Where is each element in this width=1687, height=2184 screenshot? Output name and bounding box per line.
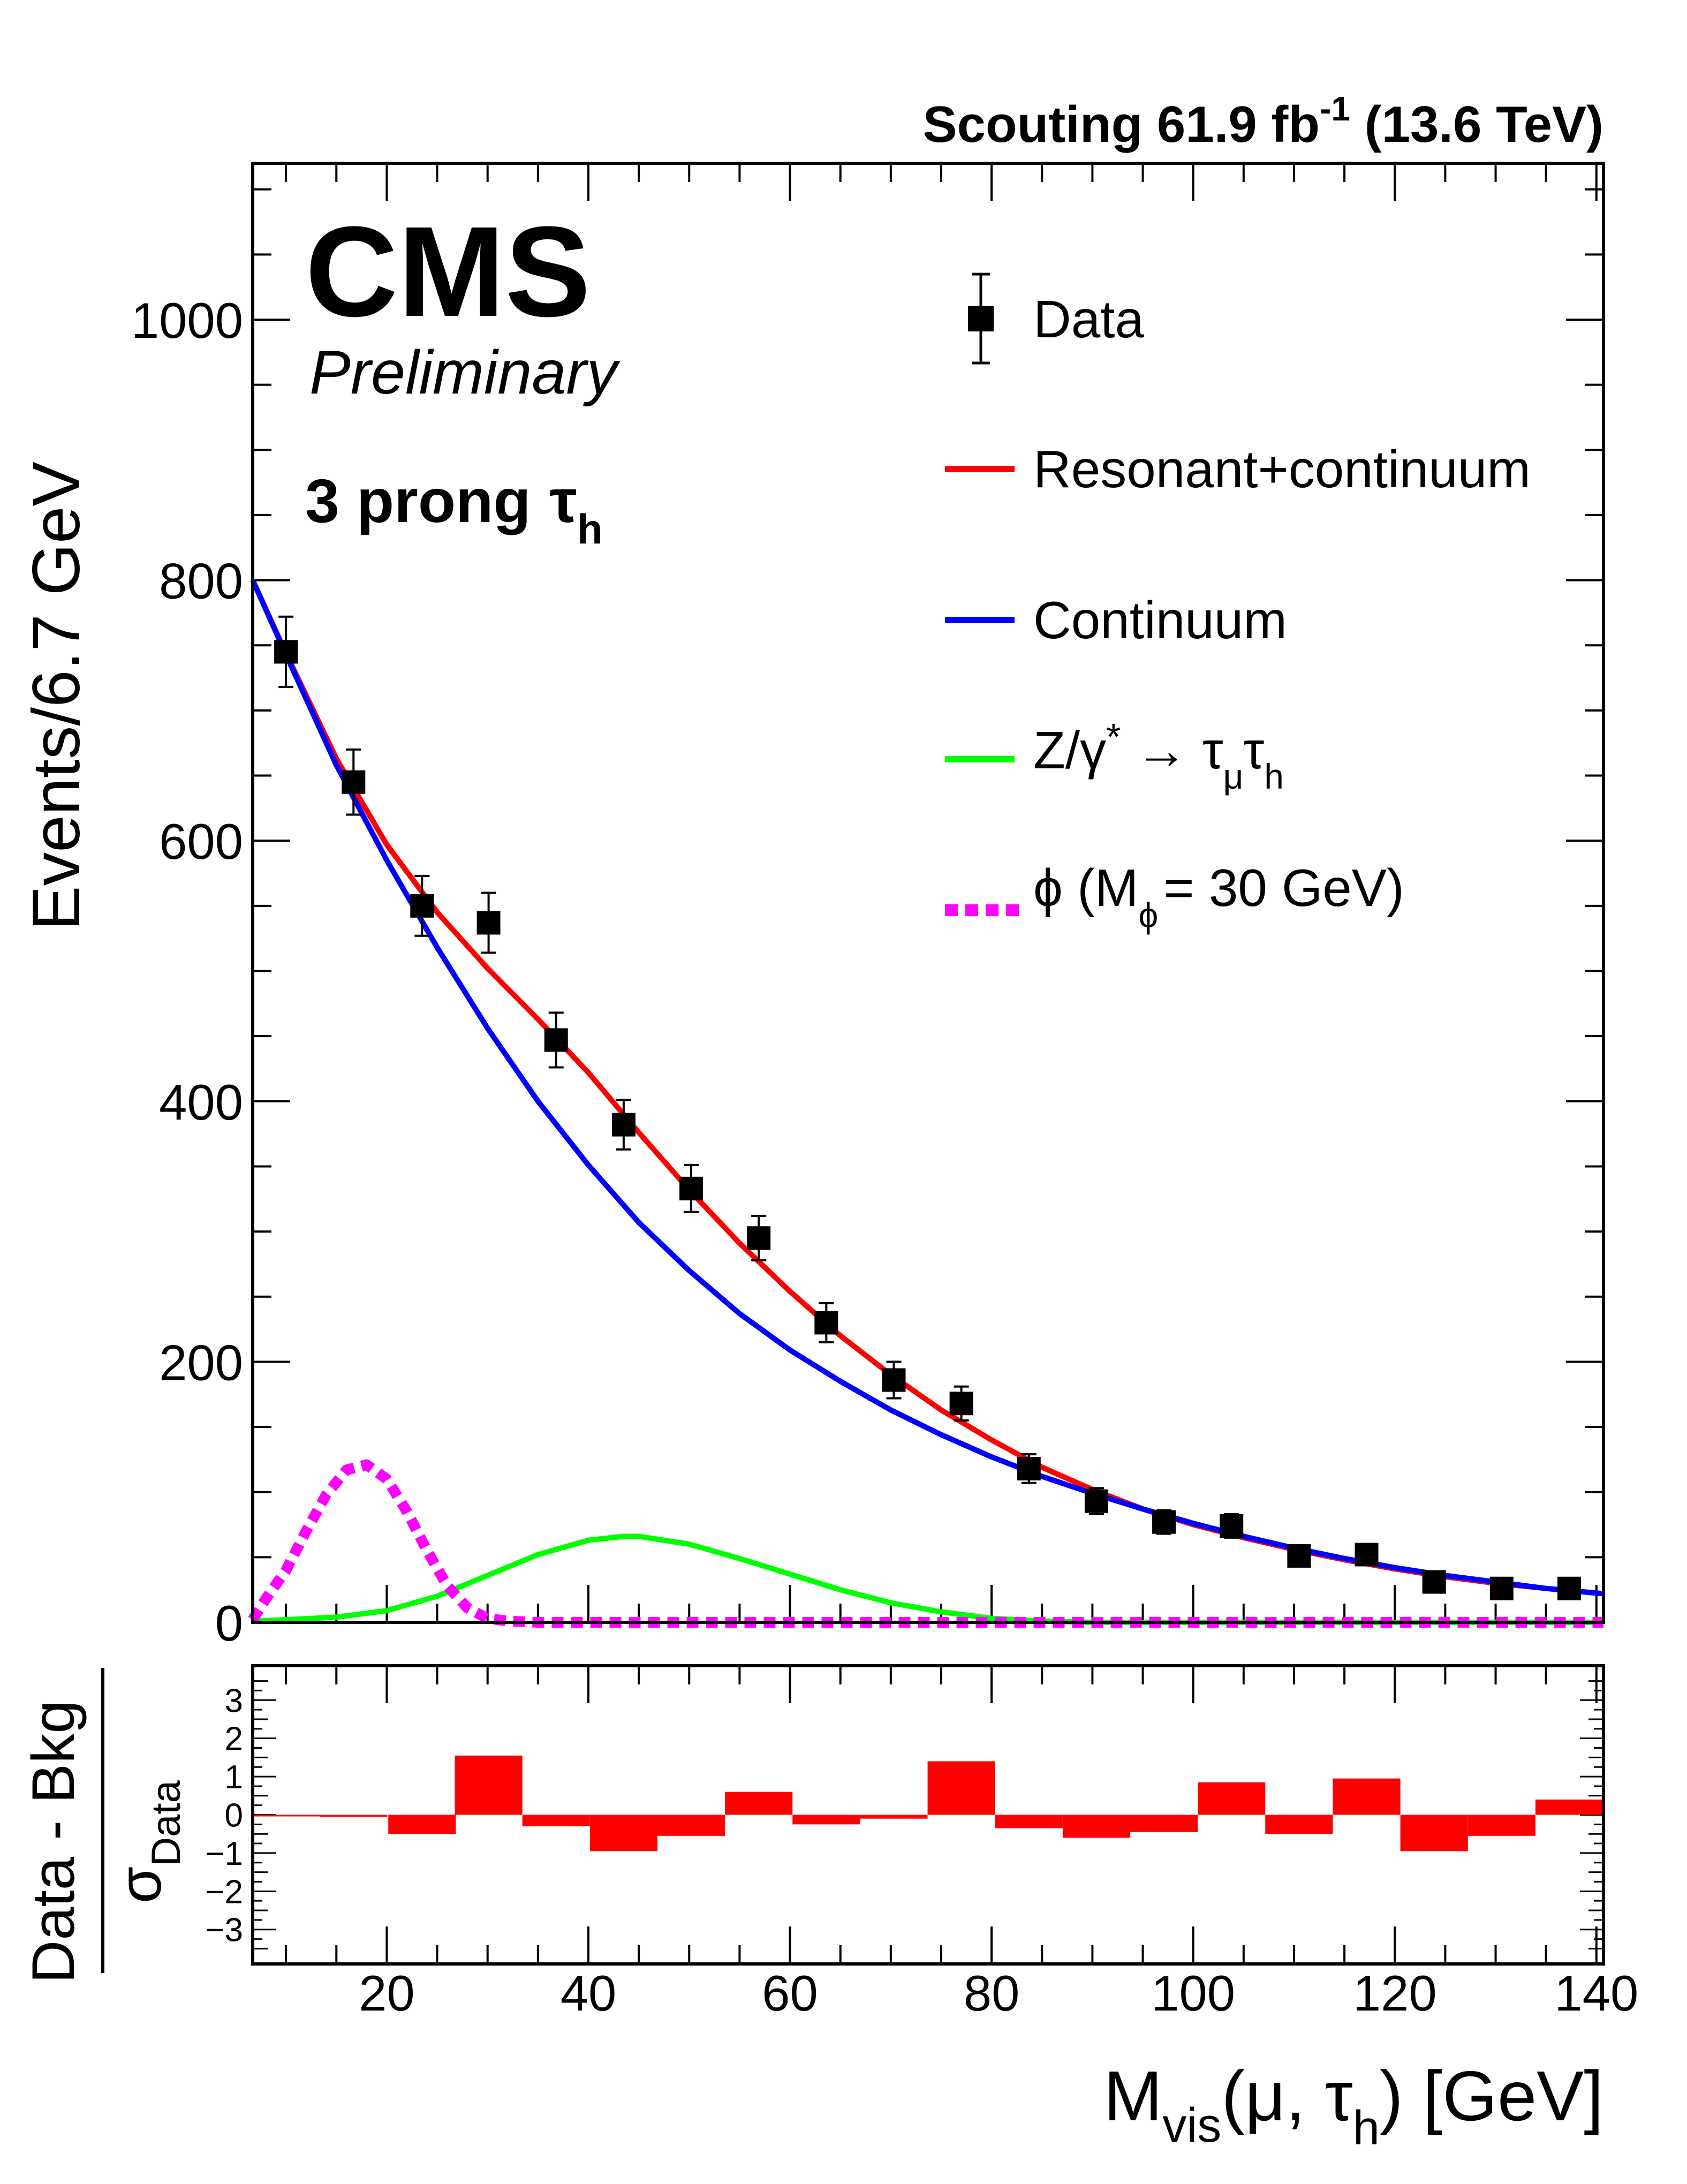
pull-bar — [320, 1815, 388, 1817]
pull-bar — [1535, 1799, 1603, 1815]
cms-logo-text: CMS — [305, 200, 591, 343]
ratio-y-tick-label: 1 — [225, 1759, 243, 1796]
legend-label-continuum: Continuum — [1033, 591, 1287, 649]
pull-bar — [792, 1815, 860, 1825]
data-point — [949, 1392, 973, 1416]
pull-bar — [388, 1815, 456, 1834]
data-point — [410, 894, 434, 918]
data-point — [747, 1226, 771, 1250]
ratio-y-axis-title: Data - Bkg σData — [20, 1668, 189, 1984]
y-tick-label: 200 — [159, 1334, 243, 1390]
data-points — [274, 615, 1581, 1600]
x-tick-label: 20 — [359, 1965, 415, 2021]
series-line — [250, 579, 1604, 1597]
y-tick-label: 600 — [159, 813, 243, 870]
x-axis-title: Mvis(μ, τh) [GeV] — [1103, 2057, 1603, 2155]
x-tick-label: 40 — [561, 1965, 617, 2021]
data-point — [1287, 1544, 1311, 1568]
legend-label-data: Data — [1033, 290, 1145, 349]
data-point — [1489, 1576, 1514, 1600]
ratio-y-title-denominator: σData — [107, 1780, 189, 1903]
data-point — [1017, 1456, 1041, 1480]
y-tick-label: 1000 — [131, 292, 243, 349]
pull-bar — [1265, 1815, 1333, 1834]
pull-bar — [522, 1815, 590, 1826]
data-point — [882, 1368, 906, 1392]
fit-curves — [248, 579, 1604, 1628]
legend-label-signal: ϕ (Mϕ = 30 GeV) — [1033, 858, 1404, 935]
data-point — [679, 1176, 703, 1200]
ratio-y-tick-label: −3 — [205, 1912, 243, 1949]
x-tick-label: 140 — [1554, 1965, 1638, 2021]
legend-entry-resonant: Resonant+continuum — [945, 440, 1531, 498]
data-point — [1422, 1570, 1446, 1594]
pull-bar — [1400, 1815, 1468, 1852]
pull-bar — [860, 1815, 928, 1819]
legend-entry-continuum: Continuum — [945, 591, 1287, 649]
x-tick-label: 80 — [964, 1965, 1020, 2021]
data-point — [342, 770, 366, 794]
main-plot-frame — [251, 162, 1605, 1624]
data-point — [544, 1028, 568, 1052]
legend-data-marker — [968, 306, 994, 331]
legend-entry-signal: ϕ (Mϕ = 30 GeV) — [945, 858, 1404, 935]
lumi-label: Scouting 61.9 fb-1 (13.6 TeV) — [923, 89, 1603, 153]
main-plot-panel: 0 200 400 600 800 1000 — [131, 162, 1605, 1651]
data-point — [1220, 1514, 1244, 1538]
ratio-y-tick-label: 2 — [225, 1721, 243, 1758]
data-point — [814, 1311, 838, 1335]
pull-bar — [725, 1792, 793, 1815]
pull-bars — [252, 1755, 1603, 1852]
x-tick-labels: 20 40 60 80 100 120 140 — [359, 1965, 1638, 2021]
legend-entry-data: Data — [968, 273, 1145, 365]
series-line — [250, 579, 1604, 1597]
legend-entry-drell-yan: Z/γ* → τμτh — [945, 716, 1284, 796]
ratio-y-title-numerator: Data - Bkg — [20, 1700, 87, 1983]
x-tick-label: 120 — [1353, 1965, 1437, 2021]
y-tick-label: 800 — [159, 553, 243, 609]
pull-bar — [1333, 1778, 1401, 1815]
pull-bar — [1198, 1782, 1266, 1815]
main-y-tick-labels: 0 200 400 600 800 1000 — [131, 292, 243, 1651]
series-line — [248, 1459, 1603, 1628]
data-point — [1355, 1543, 1379, 1567]
pull-bar — [1467, 1815, 1535, 1836]
ratio-y-tick-label: 0 — [225, 1797, 243, 1834]
data-point — [274, 640, 298, 664]
pull-bar — [252, 1815, 320, 1817]
y-tick-label: 400 — [159, 1074, 243, 1130]
pull-bar — [995, 1815, 1063, 1828]
data-point — [1152, 1510, 1176, 1534]
x-tick-label: 60 — [762, 1965, 818, 2021]
main-axis-ticks — [253, 163, 1603, 1623]
pull-bar — [589, 1815, 657, 1852]
pull-bar — [455, 1755, 523, 1815]
data-point — [1557, 1576, 1581, 1600]
legend-label-drell-yan: Z/γ* → τμτh — [1033, 716, 1284, 796]
pull-bar — [1130, 1815, 1198, 1832]
pull-bar — [1062, 1815, 1131, 1838]
ratio-plot-frame — [251, 1664, 1605, 1966]
y-tick-label: 0 — [215, 1595, 243, 1651]
ratio-y-tick-label: −1 — [205, 1835, 243, 1872]
pull-bar — [927, 1761, 995, 1815]
ratio-y-tick-label: −2 — [205, 1873, 243, 1910]
category-label: 3 prong τh — [305, 467, 603, 553]
ratio-y-tick-label: 3 — [225, 1682, 243, 1719]
data-point — [476, 911, 501, 935]
preliminary-label: Preliminary — [309, 338, 621, 407]
legend: Data Resonant+continuum Continuum Z/γ* →… — [945, 273, 1531, 935]
x-tick-label: 100 — [1151, 1965, 1235, 2021]
series-line — [252, 1533, 1603, 1625]
data-point — [611, 1113, 636, 1137]
main-y-axis-title: Events/6.7 GeV — [19, 462, 94, 931]
data-point — [1084, 1489, 1108, 1513]
legend-label-resonant: Resonant+continuum — [1033, 440, 1531, 498]
pull-bar — [657, 1815, 725, 1836]
